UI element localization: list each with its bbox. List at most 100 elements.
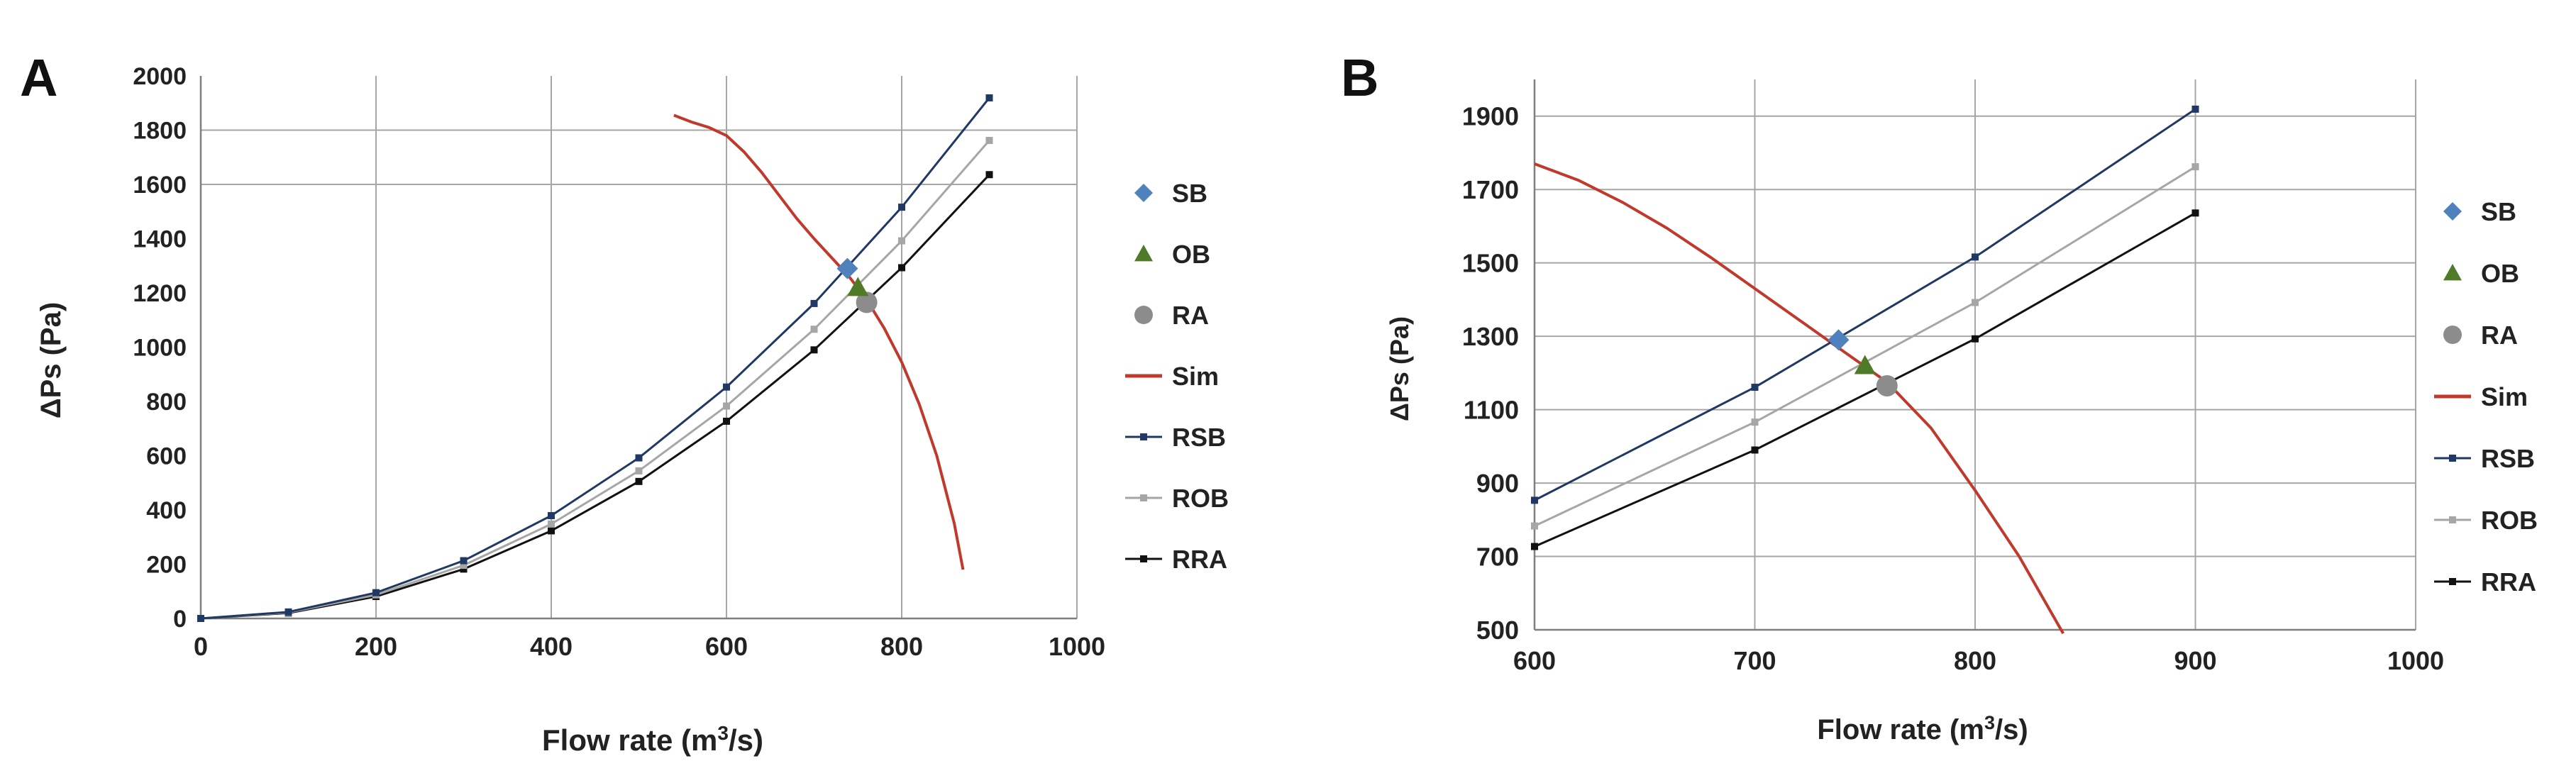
point-sb-a xyxy=(836,257,858,279)
point-rob-b xyxy=(1972,299,1979,306)
point-rra-a xyxy=(635,477,643,485)
x-axis-label-b-post: /s) xyxy=(1995,714,2028,745)
point-rra-b xyxy=(1972,335,1979,343)
legend-symbol-sb-a xyxy=(1134,184,1153,202)
point-rob-b xyxy=(1751,418,1759,426)
legend-symbol-ra-a xyxy=(1134,306,1153,324)
series-b xyxy=(1531,105,2199,635)
chart-panel-a: A 0200400600800100012001400160018002000 … xyxy=(20,48,1229,757)
y-tick-label-b: 1900 xyxy=(1462,102,1519,131)
y-tick-label-a: 1800 xyxy=(133,118,187,145)
line-rsb-b xyxy=(1534,108,2196,501)
line-rra-b xyxy=(1534,212,2196,548)
point-rsb-a xyxy=(548,512,555,520)
x-tick-labels-b: 600 700 800 900 1000 xyxy=(1513,646,2444,675)
point-rra-a xyxy=(898,264,905,272)
legend-label-sim-a: Sim xyxy=(1172,362,1219,391)
y-axis-label-b: ΔPs (Pa) xyxy=(1385,316,1414,421)
y-tick-label-b: 1100 xyxy=(1464,396,1519,425)
legend-item-sb-a: SB xyxy=(1134,179,1207,208)
legend-label-rra-b: RRA xyxy=(2481,567,2536,596)
legend-label-rob-b: ROB xyxy=(2481,506,2538,535)
x-axis-label-b-sup: 3 xyxy=(1984,712,1995,733)
gridlines-b xyxy=(1535,79,2416,630)
gridlines-a xyxy=(201,76,1078,618)
x-axis-label-a-sup: 3 xyxy=(717,722,729,744)
legend-item-ob-a: OB xyxy=(1134,240,1210,269)
legend-label-rsb-a: RSB xyxy=(1172,423,1226,452)
legend-symbol-rra-a xyxy=(1140,555,1147,562)
series-ra-a xyxy=(856,291,878,313)
panel-label-a: A xyxy=(20,48,57,107)
legend-label-rob-a: ROB xyxy=(1172,484,1229,513)
x-tick-label-a: 800 xyxy=(880,632,923,661)
legend-item-ra-b: RA xyxy=(2443,321,2518,350)
point-rra-a xyxy=(810,346,818,354)
point-rsb-a xyxy=(898,204,905,211)
legend-symbol-ob-a xyxy=(1134,245,1153,262)
legend-label-rra-a: RRA xyxy=(1172,545,1227,574)
x-tick-label-b: 600 xyxy=(1513,646,1556,675)
y-tick-label-b: 1700 xyxy=(1462,175,1519,204)
y-tick-label-a: 400 xyxy=(146,497,187,524)
y-tick-label-b: 500 xyxy=(1476,616,1519,645)
legend-symbol-rob-b xyxy=(2449,516,2456,523)
point-rsb-a xyxy=(372,589,380,596)
legend-symbol-ob-b xyxy=(2443,264,2462,281)
point-rob-a xyxy=(898,237,905,245)
series-rsb-a xyxy=(197,94,993,622)
x-tick-labels-a: 0 200 400 600 800 1000 xyxy=(194,632,1105,661)
legend-label-rsb-b: RSB xyxy=(2481,444,2535,473)
legend-item-ra-a: RA xyxy=(1134,301,1209,330)
y-tick-label-a: 800 xyxy=(146,389,187,416)
point-rsb-b xyxy=(2191,105,2199,113)
point-rra-a xyxy=(723,417,730,425)
series-rsb-b xyxy=(1531,105,2199,504)
x-tick-label-a: 0 xyxy=(194,632,208,661)
point-rra-b xyxy=(1531,543,1538,550)
point-rsb-a xyxy=(985,94,993,101)
point-rob-a xyxy=(460,562,468,570)
legend-item-rra-a: RRA xyxy=(1125,545,1227,574)
point-rsb-a xyxy=(197,615,204,622)
legend-label-sb-a: SB xyxy=(1172,179,1207,208)
point-ra-a xyxy=(856,291,878,313)
point-rob-a xyxy=(723,402,730,410)
legend-symbol-rra-b xyxy=(2449,578,2456,585)
axes-b xyxy=(1533,79,2416,631)
y-tick-label-b: 1500 xyxy=(1462,249,1519,278)
legend-symbol-sb-b xyxy=(2443,202,2462,221)
y-axis-label-a: ΔPs (Pa) xyxy=(35,302,67,418)
x-axis-label-b: Flow rate (m3/s) xyxy=(1817,712,2028,745)
series-sim-b xyxy=(1534,162,2064,635)
y-tick-label-a: 1000 xyxy=(133,335,187,362)
point-rra-a xyxy=(460,565,468,573)
legend-item-ob-b: OB xyxy=(2443,259,2519,288)
point-ob-a xyxy=(847,277,869,296)
y-tick-label-b: 700 xyxy=(1476,542,1519,571)
x-tick-label-a: 1000 xyxy=(1049,632,1105,661)
point-ob-b xyxy=(1854,355,1876,374)
x-axis-label-a-pre: Flow rate (m xyxy=(542,723,717,757)
y-tick-label-b: 900 xyxy=(1476,469,1519,498)
legend-label-ra-b: RA xyxy=(2481,321,2518,350)
legend-item-rra-b: RRA xyxy=(2434,567,2536,596)
chart-panel-b: B 500 700 900 1100 1300 1500 1700 1900 600 700 80… xyxy=(1341,48,2538,745)
legend-item-sim-b: Sim xyxy=(2434,382,2528,411)
point-ra-b xyxy=(1876,374,1898,396)
legend-label-sb-b: SB xyxy=(2481,197,2516,226)
series-a xyxy=(197,94,993,622)
point-rob-b xyxy=(2191,163,2199,171)
x-tick-label-a: 200 xyxy=(355,632,397,661)
legend-symbol-ra-b xyxy=(2443,326,2462,344)
point-rob-a xyxy=(810,326,818,333)
legend-item-rob-b: ROB xyxy=(2434,506,2538,535)
legend-a: SB OB RA Sim RSB ROB RRA xyxy=(1125,179,1229,574)
point-rob-a xyxy=(985,137,993,145)
point-rra-b xyxy=(1751,446,1759,454)
legend-item-sb-b: SB xyxy=(2443,197,2516,226)
legend-item-rob-a: ROB xyxy=(1125,484,1229,513)
legend-label-ob-a: OB xyxy=(1172,240,1210,269)
legend-symbol-rsb-a xyxy=(1140,433,1147,440)
point-sb-b xyxy=(1828,329,1850,351)
